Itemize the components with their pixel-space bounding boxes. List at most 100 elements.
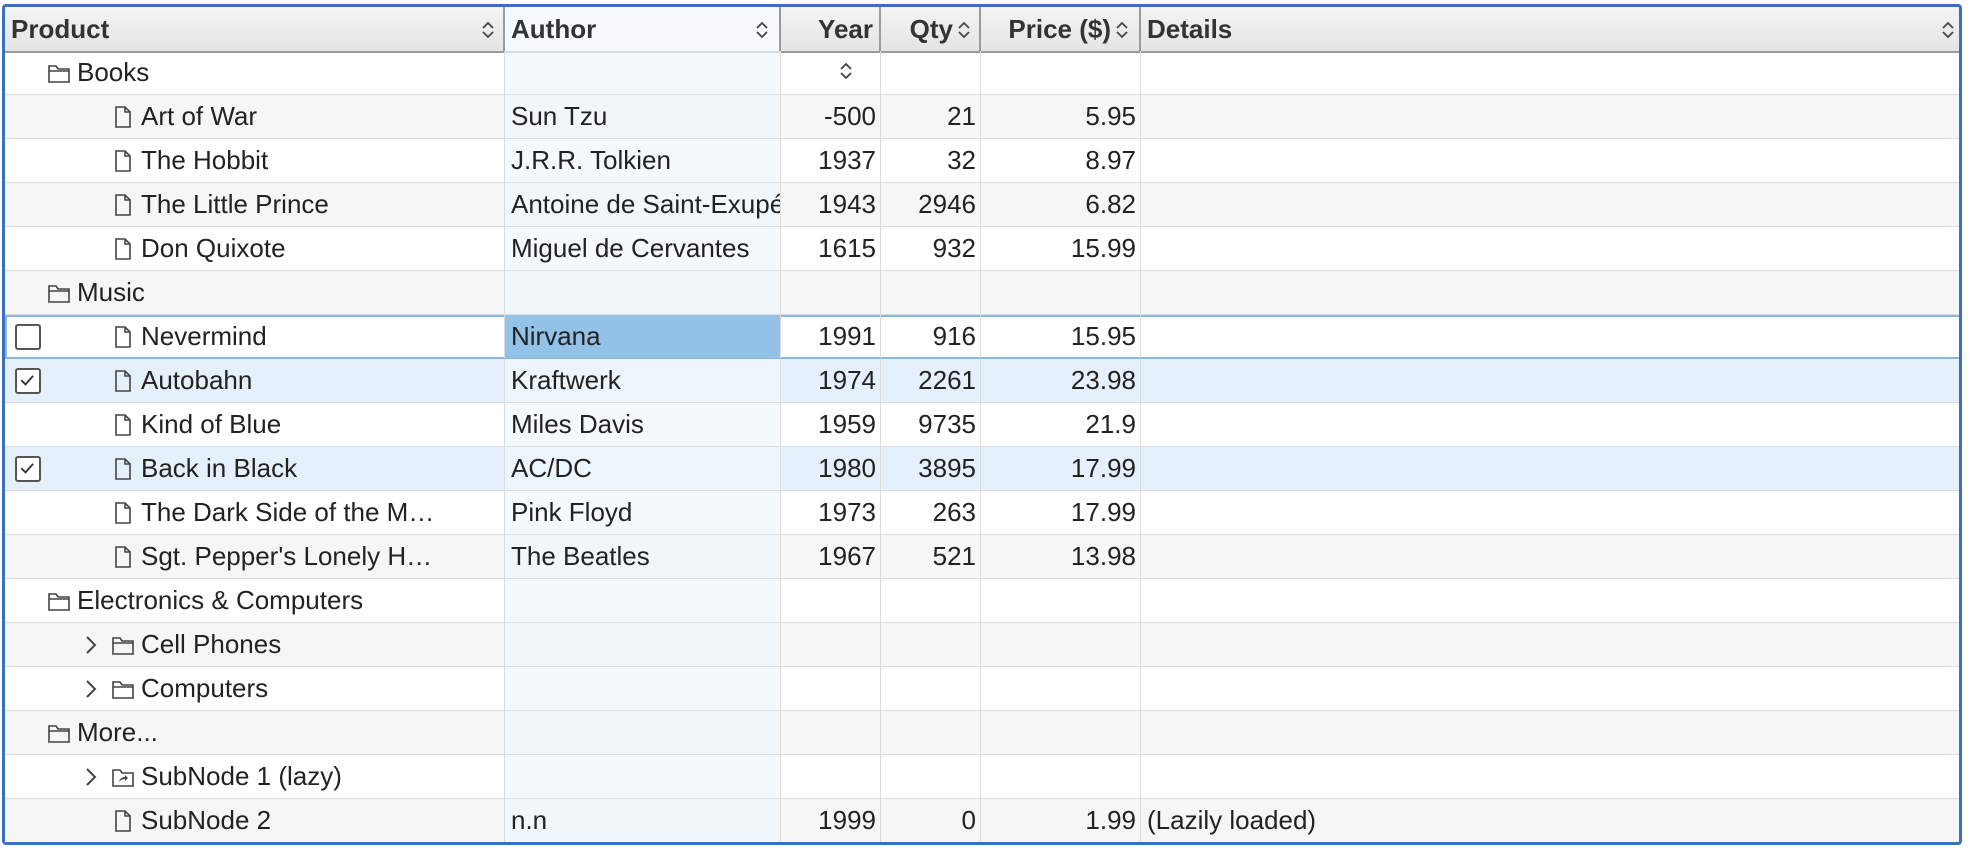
cell-title[interactable]: Sgt. Pepper's Lonely H… bbox=[5, 535, 505, 578]
cell-title[interactable]: Autobahn bbox=[5, 359, 505, 402]
cell-qty[interactable] bbox=[881, 667, 981, 710]
cell-details[interactable] bbox=[1141, 535, 1959, 578]
cell-price[interactable]: 17.99 bbox=[981, 447, 1141, 490]
expander-chevron-right-icon[interactable] bbox=[79, 633, 103, 657]
cell-year[interactable]: 1615 bbox=[781, 227, 881, 270]
table-row[interactable]: Nevermind Nirvana 1991 916 15.95 bbox=[5, 315, 1959, 359]
cell-details[interactable] bbox=[1141, 491, 1959, 534]
cell-details[interactable] bbox=[1141, 711, 1959, 754]
cell-author[interactable]: Nirvana bbox=[505, 315, 781, 358]
cell-author[interactable] bbox=[505, 623, 781, 666]
cell-title[interactable]: Back in Black bbox=[5, 447, 505, 490]
cell-price[interactable] bbox=[981, 667, 1141, 710]
cell-qty[interactable]: 2946 bbox=[881, 183, 981, 226]
cell-price[interactable] bbox=[981, 711, 1141, 754]
cell-author[interactable]: Antoine de Saint-Exupéry bbox=[505, 183, 781, 226]
cell-qty[interactable] bbox=[881, 755, 981, 798]
cell-title[interactable]: Don Quixote bbox=[5, 227, 505, 270]
expander-chevron-right-icon[interactable] bbox=[79, 765, 103, 789]
cell-qty[interactable] bbox=[881, 579, 981, 622]
table-row[interactable]: The Dark Side of the M… Pink Floyd 1973 263… bbox=[5, 491, 1959, 535]
cell-price[interactable] bbox=[981, 623, 1141, 666]
row-checkbox[interactable] bbox=[15, 324, 41, 350]
column-header-qty[interactable]: Qty bbox=[881, 7, 981, 51]
cell-year[interactable] bbox=[781, 579, 881, 622]
cell-year[interactable]: 1980 bbox=[781, 447, 881, 490]
cell-author[interactable] bbox=[505, 711, 781, 754]
cell-qty[interactable] bbox=[881, 271, 981, 314]
cell-price[interactable]: 15.95 bbox=[981, 315, 1141, 358]
column-header-author[interactable]: Author bbox=[505, 7, 781, 51]
cell-qty[interactable] bbox=[881, 51, 981, 94]
cell-details[interactable] bbox=[1141, 183, 1959, 226]
cell-author[interactable] bbox=[505, 271, 781, 314]
expander-chevron-right-icon[interactable] bbox=[79, 677, 103, 701]
cell-title[interactable]: SubNode 2 bbox=[5, 799, 505, 842]
cell-author[interactable]: J.R.R. Tolkien bbox=[505, 139, 781, 182]
cell-year[interactable]: 1959 bbox=[781, 403, 881, 446]
cell-price[interactable]: 15.99 bbox=[981, 227, 1141, 270]
cell-year[interactable]: 1974 bbox=[781, 359, 881, 402]
cell-year[interactable]: 1943 bbox=[781, 183, 881, 226]
cell-details[interactable] bbox=[1141, 227, 1959, 270]
cell-year[interactable] bbox=[781, 51, 881, 94]
folder-row[interactable]: Electronics & Computers bbox=[5, 579, 1959, 623]
table-row[interactable]: Sgt. Pepper's Lonely H… The Beatles 1967 52… bbox=[5, 535, 1959, 579]
cell-details[interactable] bbox=[1141, 623, 1959, 666]
cell-year[interactable] bbox=[781, 711, 881, 754]
cell-price[interactable] bbox=[981, 271, 1141, 314]
cell-author[interactable]: Pink Floyd bbox=[505, 491, 781, 534]
cell-qty[interactable]: 3895 bbox=[881, 447, 981, 490]
cell-details[interactable] bbox=[1141, 51, 1959, 94]
cell-author[interactable]: n.n bbox=[505, 799, 781, 842]
table-row[interactable]: Don Quixote Miguel de Cervantes 1615 932 15.… bbox=[5, 227, 1959, 271]
cell-title[interactable]: The Little Prince bbox=[5, 183, 505, 226]
cell-qty[interactable]: 21 bbox=[881, 95, 981, 138]
sort-icon[interactable] bbox=[1115, 20, 1129, 40]
cell-title[interactable]: Nevermind bbox=[5, 315, 505, 358]
column-header-product[interactable]: Product bbox=[5, 7, 505, 51]
cell-details[interactable] bbox=[1141, 315, 1959, 358]
table-row[interactable]: SubNode 2 n.n 1999 0 1.99 (Lazily loaded) bbox=[5, 799, 1959, 842]
cell-qty[interactable]: 932 bbox=[881, 227, 981, 270]
cell-author[interactable]: Kraftwerk bbox=[505, 359, 781, 402]
cell-author[interactable] bbox=[505, 667, 781, 710]
cell-title[interactable]: Electronics & Computers bbox=[5, 579, 505, 622]
cell-title[interactable]: Kind of Blue bbox=[5, 403, 505, 446]
table-row[interactable]: The Hobbit J.R.R. Tolkien 1937 32 8.97 bbox=[5, 139, 1959, 183]
cell-details[interactable] bbox=[1141, 95, 1959, 138]
cell-title[interactable]: Music bbox=[5, 271, 505, 314]
cell-author[interactable]: Miguel de Cervantes bbox=[505, 227, 781, 270]
cell-author[interactable] bbox=[505, 579, 781, 622]
cell-year[interactable]: 1967 bbox=[781, 535, 881, 578]
cell-title[interactable]: The Dark Side of the M… bbox=[5, 491, 505, 534]
cell-year[interactable] bbox=[781, 667, 881, 710]
cell-title[interactable]: Cell Phones bbox=[5, 623, 505, 666]
cell-qty[interactable]: 916 bbox=[881, 315, 981, 358]
cell-price[interactable]: 6.82 bbox=[981, 183, 1141, 226]
cell-price[interactable]: 13.98 bbox=[981, 535, 1141, 578]
cell-price[interactable]: 1.99 bbox=[981, 799, 1141, 842]
cell-details[interactable] bbox=[1141, 755, 1959, 798]
cell-title[interactable]: Art of War bbox=[5, 95, 505, 138]
cell-price[interactable]: 17.99 bbox=[981, 491, 1141, 534]
cell-author[interactable]: Sun Tzu bbox=[505, 95, 781, 138]
row-checkbox[interactable] bbox=[15, 456, 41, 482]
cell-title[interactable]: The Hobbit bbox=[5, 139, 505, 182]
table-row[interactable]: Kind of Blue Miles Davis 1959 9735 21.9 bbox=[5, 403, 1959, 447]
cell-details[interactable] bbox=[1141, 403, 1959, 446]
cell-title[interactable]: More... bbox=[5, 711, 505, 754]
cell-title[interactable]: SubNode 1 (lazy) bbox=[5, 755, 505, 798]
folder-row[interactable]: SubNode 1 (lazy) bbox=[5, 755, 1959, 799]
column-header-details[interactable]: Details bbox=[1141, 7, 1959, 51]
cell-qty[interactable]: 521 bbox=[881, 535, 981, 578]
cell-year[interactable]: -500 bbox=[781, 95, 881, 138]
cell-year[interactable]: 1991 bbox=[781, 315, 881, 358]
cell-year[interactable] bbox=[781, 755, 881, 798]
cell-details[interactable] bbox=[1141, 139, 1959, 182]
chevron-up-down-icon[interactable] bbox=[839, 61, 853, 81]
sort-icon[interactable] bbox=[1941, 20, 1955, 40]
sort-icon[interactable] bbox=[481, 20, 495, 40]
cell-qty[interactable]: 32 bbox=[881, 139, 981, 182]
table-row[interactable]: The Little Prince Antoine de Saint-Exupér… bbox=[5, 183, 1959, 227]
